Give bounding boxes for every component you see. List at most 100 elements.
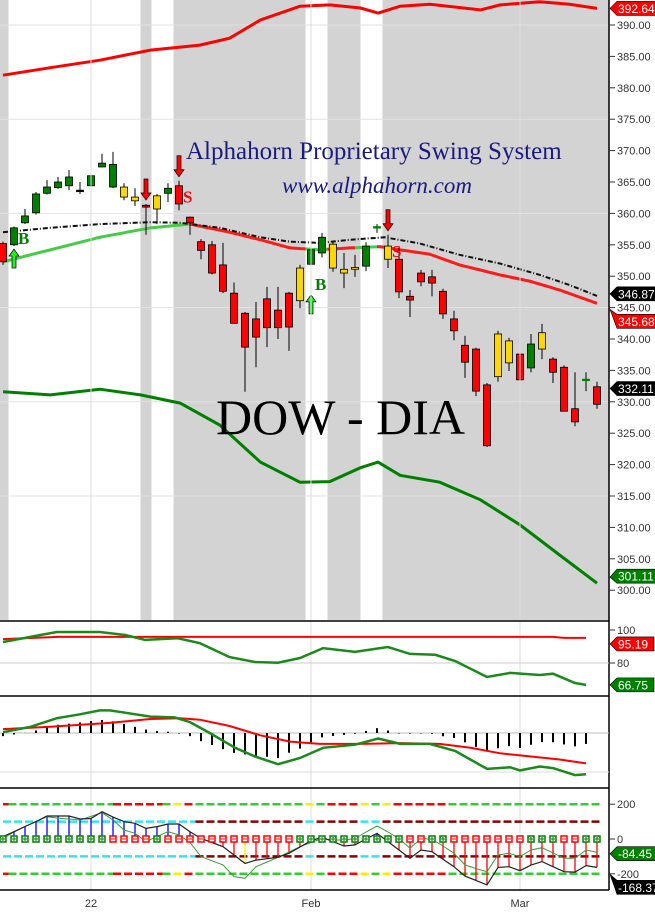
- session-shade: [382, 0, 609, 620]
- marker-glyph: [364, 837, 368, 841]
- price-tick-label: 330.00: [617, 397, 651, 409]
- marker-glyph: [23, 837, 27, 841]
- candle-body: [461, 344, 469, 363]
- candle-body: [494, 333, 502, 378]
- macd-signal-line: [2, 717, 587, 765]
- price-tick-label: 345.00: [617, 303, 651, 315]
- candle-body: [0, 243, 7, 263]
- candle-body: [32, 193, 40, 214]
- marker-glyph: [529, 837, 533, 841]
- price-tag-bg: [609, 308, 655, 329]
- candle-body: [450, 318, 458, 332]
- price-tick-label: 370.00: [617, 146, 651, 158]
- price-tick-label: 390.00: [617, 20, 651, 32]
- candle-body: [340, 268, 348, 274]
- price-tick-label: 300.00: [617, 585, 651, 597]
- macd-line: [2, 709, 587, 777]
- sell-arrow-icon: [173, 155, 185, 178]
- cci-tag-bg: [609, 873, 655, 895]
- cci-tag: -84.45: [618, 847, 652, 861]
- marker-glyph: [45, 837, 49, 841]
- price-tick-label: 350.00: [617, 271, 651, 283]
- marker-glyph: [595, 837, 599, 841]
- cci-tag: -168.37: [618, 881, 655, 895]
- marker-glyph: [78, 837, 82, 841]
- cci-tick-label: 200: [617, 799, 635, 811]
- candle-body: [21, 215, 29, 224]
- candle-body: [252, 318, 260, 338]
- price-tag-bg: [609, 286, 655, 302]
- candle-body: [10, 227, 18, 246]
- middle-band-line: [376, 245, 598, 305]
- oscillator-tag-bg: [609, 677, 655, 693]
- candle-body: [483, 384, 491, 447]
- candle-body: [65, 176, 73, 187]
- price-tag: 301.11: [618, 570, 654, 584]
- candle-body: [98, 162, 106, 168]
- marker-glyph: [386, 837, 390, 841]
- candle-body: [109, 164, 117, 188]
- oscillator-tag: 95.19: [618, 637, 648, 651]
- price-tick-label: 305.00: [617, 554, 651, 566]
- symbol-title: DOW - DIA: [216, 389, 466, 445]
- session-shade: [173, 0, 306, 620]
- marker-glyph: [89, 837, 93, 841]
- candle-body: [76, 189, 84, 193]
- price-tag: 332.11: [618, 382, 654, 396]
- candle-body: [538, 332, 546, 350]
- sell-signal-label: S: [392, 242, 401, 261]
- cci-tag-bg: [609, 846, 655, 861]
- candle-body: [208, 244, 216, 274]
- candle-body: [593, 386, 601, 405]
- sell-arrow-icon: [382, 209, 394, 232]
- candle-body: [406, 295, 414, 301]
- cci-panel: [0, 802, 601, 886]
- candle-body: [373, 226, 381, 229]
- system-name-text: Alphahorn Proprietary Swing System: [186, 138, 562, 165]
- price-tag-bg: [609, 1, 655, 16]
- candle-body: [384, 245, 392, 260]
- candle-body: [417, 272, 425, 283]
- candle-body: [527, 343, 535, 369]
- marker-glyph: [353, 837, 357, 841]
- candle-body: [197, 241, 205, 251]
- marker-glyph: [56, 837, 60, 841]
- buy-arrow-icon: [8, 248, 20, 269]
- website-text: www.alphahorn.com: [282, 173, 472, 198]
- upper-band-line: [2, 0, 598, 77]
- sell-signal-label: S: [183, 188, 192, 207]
- marker-glyph: [155, 837, 159, 841]
- macd-panel: [0, 709, 609, 777]
- session-shade: [327, 0, 361, 620]
- marker-glyph: [430, 837, 434, 841]
- oscillator-green-line: [2, 630, 587, 687]
- marker-glyph: [397, 837, 401, 841]
- candle-body: [439, 290, 447, 315]
- price-tag: 346.87: [618, 287, 655, 301]
- candle-body: [230, 292, 238, 324]
- candle-body: [362, 245, 370, 267]
- candle-body: [54, 181, 62, 189]
- price-tag: 345.68: [618, 315, 655, 329]
- candle-body: [549, 358, 557, 373]
- marker-glyph: [298, 837, 302, 841]
- price-tick-label: 360.00: [617, 208, 651, 220]
- candle-body: [395, 258, 403, 293]
- cci-tick-label: -200: [617, 869, 639, 881]
- marker-glyph: [342, 837, 346, 841]
- candle-body: [274, 309, 282, 329]
- price-tick-label: 320.00: [617, 460, 651, 472]
- oscillator-tag: 66.75: [618, 678, 648, 692]
- price-tag: 392.64: [618, 2, 655, 16]
- marker-glyph: [375, 837, 379, 841]
- candle-body: [175, 185, 183, 205]
- x-tick-label: Feb: [302, 898, 321, 910]
- price-tick-label: 340.00: [617, 334, 651, 346]
- price-tick-label: 355.00: [617, 240, 651, 252]
- oscillator-red-line: [2, 635, 586, 641]
- candle-body: [241, 312, 249, 348]
- oscillator-tick-label: 100: [617, 625, 635, 637]
- oscillator-tick-label: 80: [617, 658, 629, 670]
- oscillator-panel: [0, 630, 609, 687]
